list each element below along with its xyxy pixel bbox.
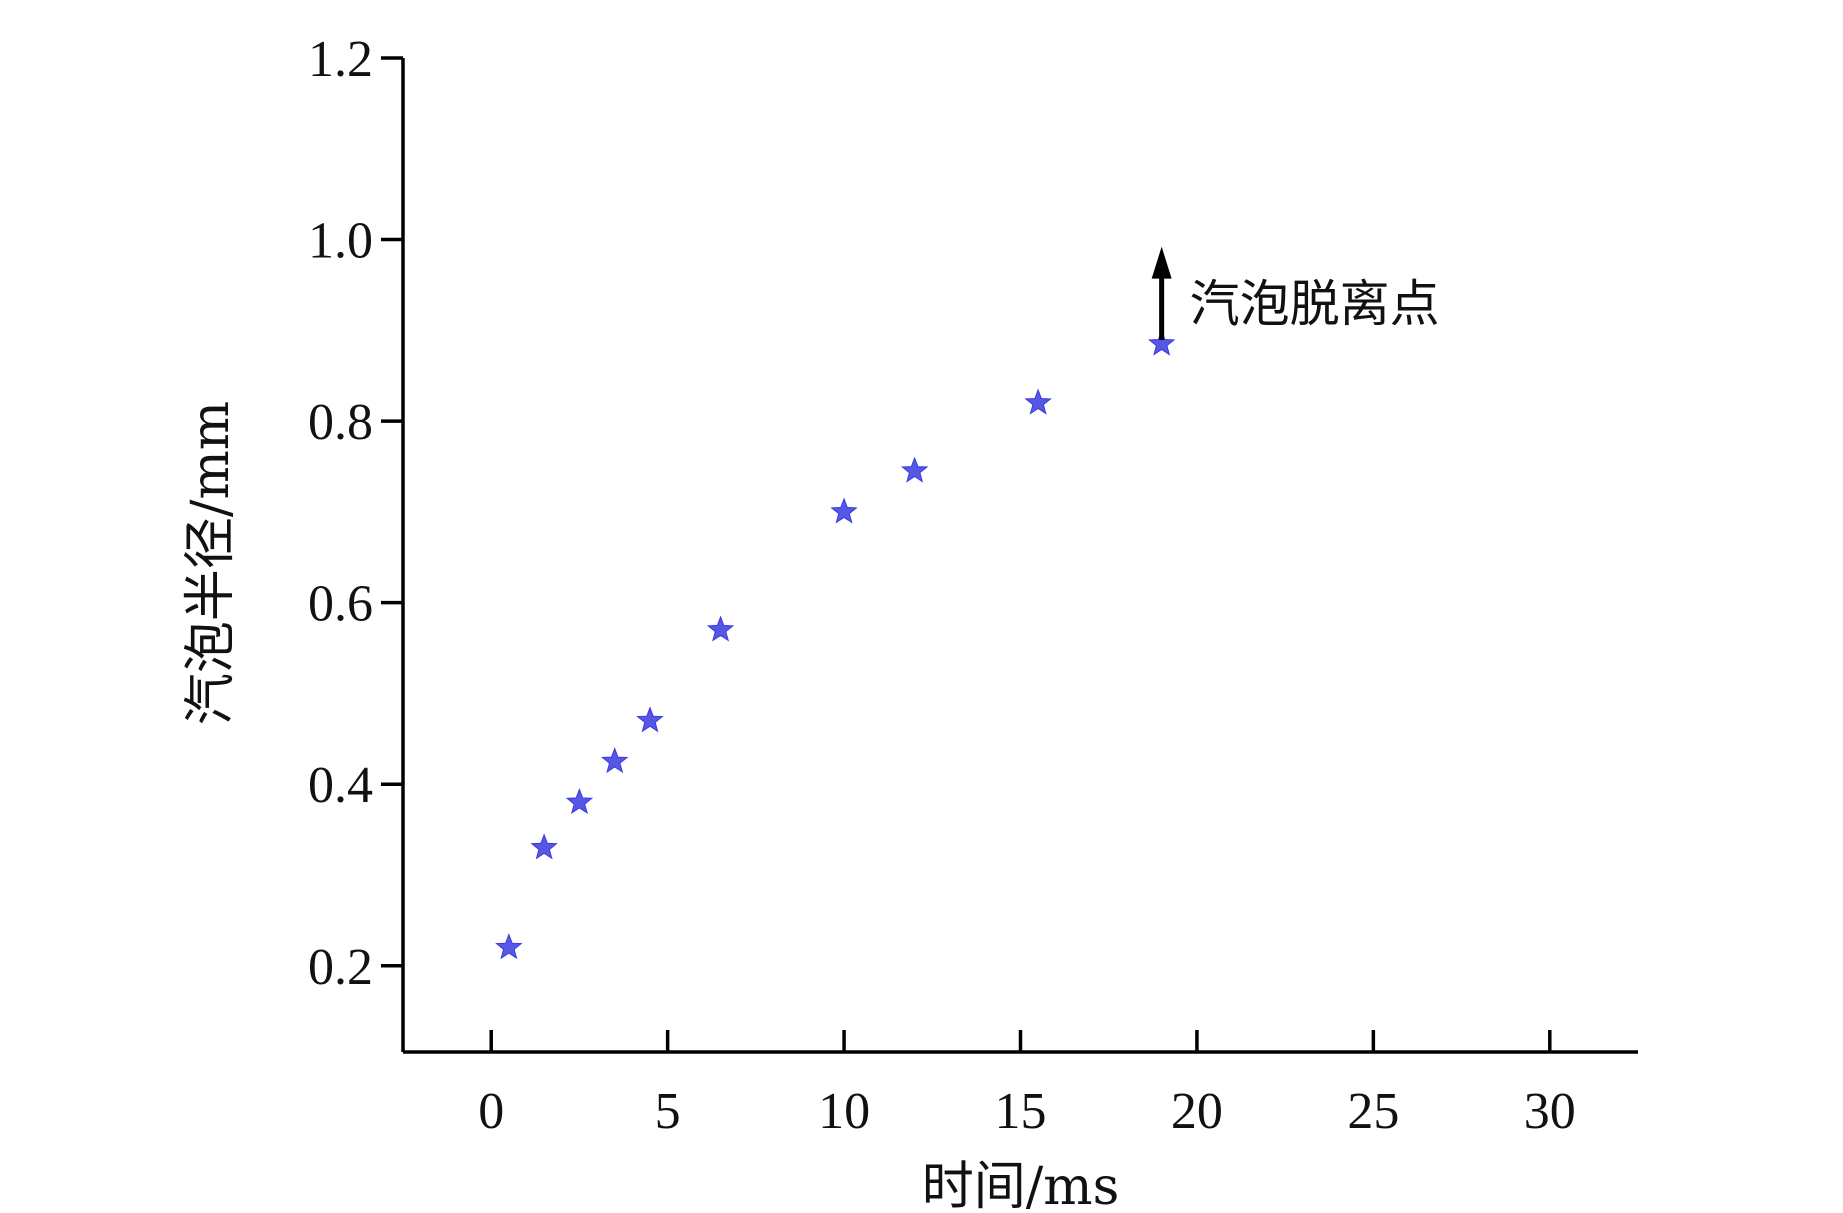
data-point-star [601,747,629,774]
x-tick-label: 5 [655,1083,681,1140]
x-axis-title: 时间/ms [922,1157,1120,1213]
data-point-star [530,833,558,860]
data-point-star [495,933,523,960]
y-axis-ticks: 0.2 0.4 0.6 0.8 1.0 1.2 [308,31,403,996]
x-tick-label: 10 [818,1083,870,1140]
data-points [495,329,1176,960]
x-tick-label: 20 [1171,1083,1223,1140]
y-tick-label: 0.6 [308,576,373,633]
data-point-star [900,456,929,483]
data-point-star [1147,329,1176,356]
x-tick-label: 0 [478,1083,504,1140]
y-tick-label: 0.2 [308,939,373,996]
annotation: 汽泡脱离点 [1151,246,1440,340]
annotation-text: 汽泡脱离点 [1190,275,1440,333]
y-axis-title: 汽泡半径/mm [181,401,241,725]
data-point-star [565,787,594,815]
x-tick-label: 15 [995,1083,1047,1140]
data-point-star [706,615,735,642]
data-point-star [636,706,664,733]
y-tick-label: 0.8 [308,394,373,451]
y-tick-label: 1.2 [308,31,373,88]
y-tick-label: 1.0 [308,213,373,270]
axes [401,58,1638,1054]
annotation-arrow-head [1151,246,1172,279]
x-tick-label: 30 [1524,1083,1576,1140]
x-tick-label: 25 [1347,1083,1399,1140]
y-tick-label: 0.4 [308,757,373,814]
data-point-star [830,497,858,524]
data-point-star [1024,388,1052,415]
x-axis-ticks: 0 5 10 15 20 25 30 [478,1030,1576,1140]
